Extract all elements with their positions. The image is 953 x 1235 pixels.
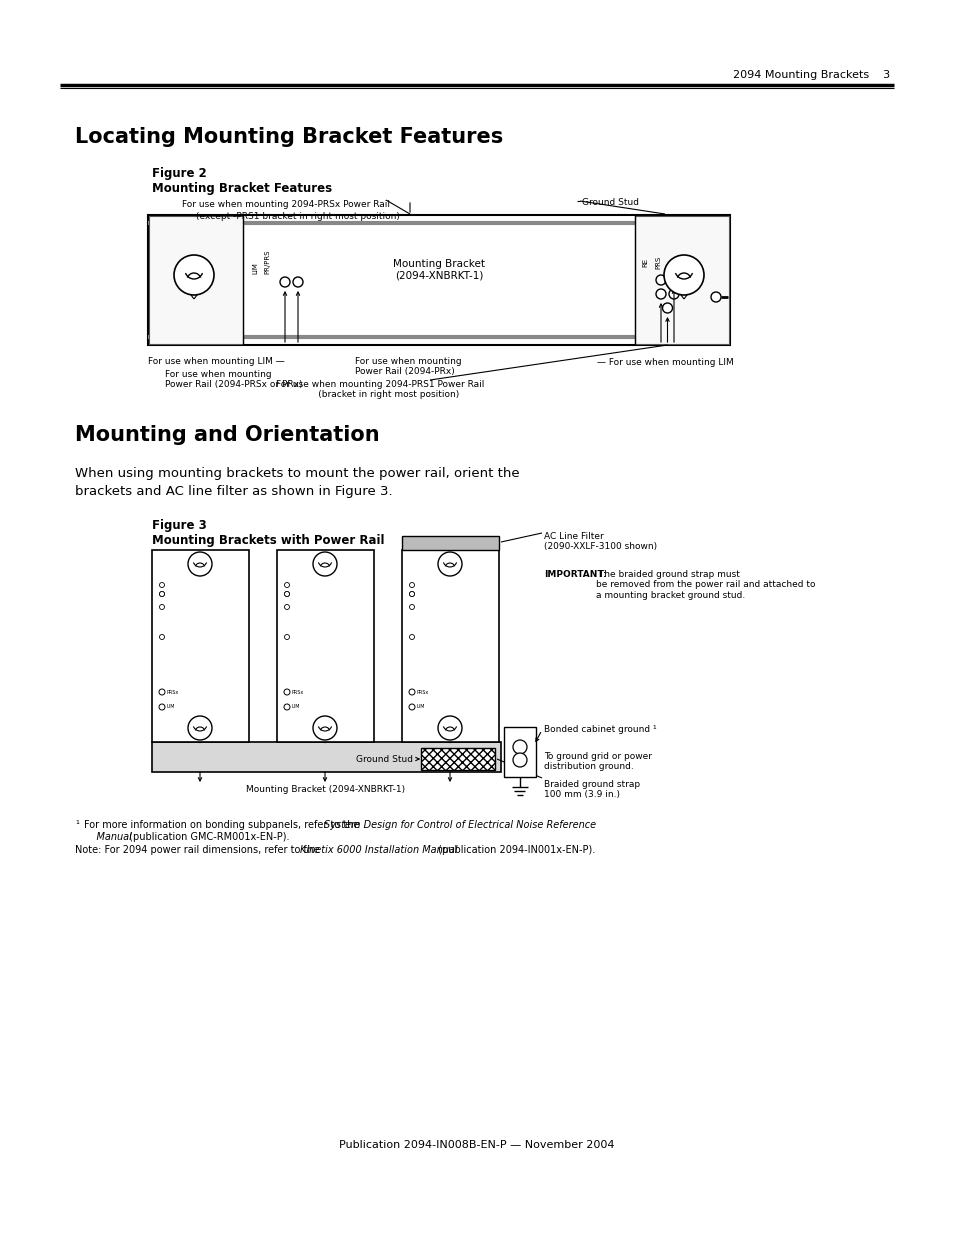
Circle shape xyxy=(284,604,289,610)
Circle shape xyxy=(409,592,414,597)
Text: When using mounting brackets to mount the power rail, orient the: When using mounting brackets to mount th… xyxy=(75,467,519,480)
Text: For more information on bonding subpanels, refer to the: For more information on bonding subpanel… xyxy=(84,820,362,830)
Text: Mounting and Orientation: Mounting and Orientation xyxy=(75,425,379,445)
Text: brackets and AC line filter as shown in Figure 3.: brackets and AC line filter as shown in … xyxy=(75,485,393,498)
Bar xyxy=(152,550,249,742)
Text: LIM: LIM xyxy=(292,704,300,709)
Circle shape xyxy=(284,592,289,597)
Circle shape xyxy=(409,604,414,610)
Circle shape xyxy=(159,592,164,597)
Circle shape xyxy=(409,704,415,710)
Text: PRSx: PRSx xyxy=(416,689,429,694)
Circle shape xyxy=(313,716,336,740)
Text: ¹: ¹ xyxy=(75,820,79,830)
Circle shape xyxy=(188,716,212,740)
Text: Braided ground strap
100 mm (3.9 in.): Braided ground strap 100 mm (3.9 in.) xyxy=(543,781,639,799)
Circle shape xyxy=(284,704,290,710)
Circle shape xyxy=(513,740,526,755)
Circle shape xyxy=(409,689,415,695)
Text: PRSx: PRSx xyxy=(167,689,179,694)
Text: PRSx: PRSx xyxy=(292,689,304,694)
Text: (publication GMC-RM001x-EN-P).: (publication GMC-RM001x-EN-P). xyxy=(126,832,289,842)
Text: LIM: LIM xyxy=(167,704,175,709)
Bar xyxy=(148,215,729,345)
Text: Ground Stud: Ground Stud xyxy=(581,198,639,207)
Text: To ground grid or power
distribution ground.: To ground grid or power distribution gro… xyxy=(543,752,651,772)
Bar xyxy=(149,216,243,345)
Bar xyxy=(152,742,500,772)
Text: The braided ground strap must
be removed from the power rail and attached to
a m: The braided ground strap must be removed… xyxy=(596,571,815,600)
Circle shape xyxy=(280,277,290,287)
Bar xyxy=(401,550,498,742)
Text: LIM: LIM xyxy=(667,262,673,274)
Text: Manual: Manual xyxy=(84,832,132,842)
Text: Figure 3: Figure 3 xyxy=(152,519,207,532)
Circle shape xyxy=(661,303,672,312)
Circle shape xyxy=(409,635,414,640)
Text: Figure 2: Figure 2 xyxy=(152,167,207,180)
Circle shape xyxy=(284,583,289,588)
Text: Note: For 2094 power rail dimensions, refer to the: Note: For 2094 power rail dimensions, re… xyxy=(75,845,322,855)
Circle shape xyxy=(663,254,703,295)
Text: For use when mounting 2094-PRS1 Power Rail
      (bracket in right most position: For use when mounting 2094-PRS1 Power Ra… xyxy=(275,380,484,399)
Text: System Design for Control of Electrical Noise Reference: System Design for Control of Electrical … xyxy=(324,820,596,830)
Text: — For use when mounting LIM: — For use when mounting LIM xyxy=(597,358,733,367)
Circle shape xyxy=(159,592,164,597)
Text: For use when mounting LIM —: For use when mounting LIM — xyxy=(148,357,284,366)
Text: IMPORTANT:: IMPORTANT: xyxy=(543,571,606,579)
Circle shape xyxy=(668,289,679,299)
Circle shape xyxy=(284,592,289,597)
Text: For use when mounting 2094-PRSx Power Rail: For use when mounting 2094-PRSx Power Ra… xyxy=(182,200,390,209)
Text: Mounting Bracket
(2094-XNBRKT-1): Mounting Bracket (2094-XNBRKT-1) xyxy=(393,259,484,280)
Text: (publication 2094-IN001x-EN-P).: (publication 2094-IN001x-EN-P). xyxy=(435,845,595,855)
Circle shape xyxy=(188,552,212,576)
Text: For use when mounting
Power Rail (2094-PRx): For use when mounting Power Rail (2094-P… xyxy=(355,357,461,377)
Text: LIM: LIM xyxy=(252,262,257,274)
Circle shape xyxy=(313,552,336,576)
Text: Mounting Brackets with Power Rail: Mounting Brackets with Power Rail xyxy=(152,534,384,547)
Bar xyxy=(276,550,374,742)
Circle shape xyxy=(293,277,303,287)
Text: RE: RE xyxy=(641,257,647,267)
Text: AC Line Filter
(2090-XXLF-3100 shown): AC Line Filter (2090-XXLF-3100 shown) xyxy=(543,532,657,551)
Circle shape xyxy=(159,583,164,588)
Circle shape xyxy=(159,704,165,710)
Text: Kinetix 6000 Installation Manual: Kinetix 6000 Installation Manual xyxy=(299,845,457,855)
Text: Publication 2094-IN008B-EN-P — November 2004: Publication 2094-IN008B-EN-P — November … xyxy=(339,1140,614,1150)
Circle shape xyxy=(710,291,720,303)
Text: Locating Mounting Bracket Features: Locating Mounting Bracket Features xyxy=(75,127,503,147)
Text: PRS: PRS xyxy=(655,256,660,269)
Text: For use when mounting
Power Rail (2094-PRSx or PRx): For use when mounting Power Rail (2094-P… xyxy=(165,370,302,389)
Circle shape xyxy=(409,583,414,588)
Text: (except -PRS1 bracket in right most position): (except -PRS1 bracket in right most posi… xyxy=(195,212,399,221)
Text: Mounting Bracket Features: Mounting Bracket Features xyxy=(152,182,332,195)
Bar xyxy=(635,216,728,345)
Circle shape xyxy=(159,604,164,610)
Circle shape xyxy=(409,592,414,597)
Bar xyxy=(420,748,495,769)
Bar xyxy=(503,727,536,777)
Circle shape xyxy=(437,552,461,576)
Circle shape xyxy=(668,275,679,285)
Circle shape xyxy=(513,753,526,767)
Circle shape xyxy=(656,275,665,285)
Circle shape xyxy=(656,289,665,299)
Circle shape xyxy=(284,635,289,640)
Text: 2094 Mounting Brackets    3: 2094 Mounting Brackets 3 xyxy=(732,70,889,80)
Bar xyxy=(401,536,498,550)
Circle shape xyxy=(173,254,213,295)
Text: PR/PRS: PR/PRS xyxy=(264,249,270,274)
Text: Mounting Bracket (2094-XNBRKT-1): Mounting Bracket (2094-XNBRKT-1) xyxy=(246,785,405,794)
Circle shape xyxy=(159,689,165,695)
Circle shape xyxy=(159,635,164,640)
Circle shape xyxy=(437,716,461,740)
Text: Bonded cabinet ground ¹: Bonded cabinet ground ¹ xyxy=(543,725,656,735)
Text: LIM: LIM xyxy=(416,704,425,709)
Text: Ground Stud: Ground Stud xyxy=(355,755,413,763)
Circle shape xyxy=(284,689,290,695)
